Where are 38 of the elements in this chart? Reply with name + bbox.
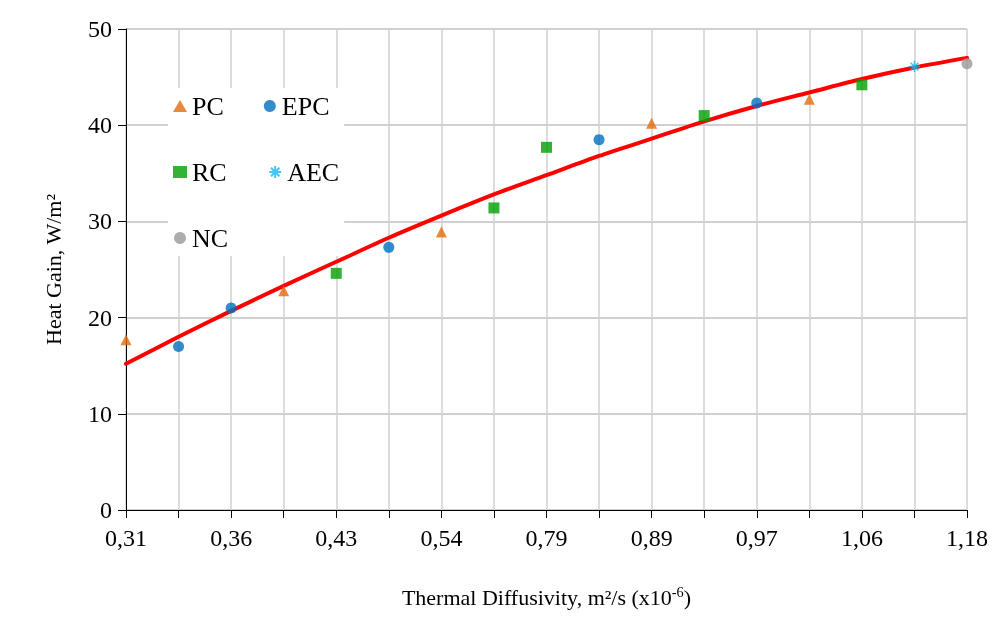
point bbox=[961, 58, 973, 70]
y-axis-title: Heat Gain, W/m² bbox=[40, 193, 66, 345]
x-tick-label: 0,31 bbox=[105, 525, 147, 551]
point bbox=[541, 141, 552, 153]
point bbox=[751, 97, 763, 109]
point bbox=[278, 285, 290, 297]
point bbox=[488, 202, 500, 214]
point bbox=[803, 93, 815, 105]
y-tick-label: 30 bbox=[88, 208, 112, 235]
point bbox=[856, 79, 868, 91]
x-tick-label: 0,54 bbox=[420, 525, 463, 551]
y-tick-label: 50 bbox=[88, 16, 112, 42]
legend-label: AEC bbox=[287, 157, 340, 187]
x-tick-label: 1,06 bbox=[840, 525, 883, 551]
y-tick-label: 10 bbox=[88, 400, 112, 427]
point bbox=[908, 60, 921, 73]
legend-label: RC bbox=[192, 157, 227, 187]
x-tick-label: 0,89 bbox=[630, 525, 673, 551]
x-tick-label: 0,97 bbox=[735, 525, 778, 551]
point bbox=[330, 267, 342, 279]
point bbox=[435, 226, 447, 238]
legend-label: NC bbox=[192, 223, 229, 253]
legend-label: PC bbox=[192, 91, 224, 121]
x-tick-label: 0,36 bbox=[210, 525, 253, 551]
x-tick-label: 0,79 bbox=[525, 525, 568, 551]
y-tick-label: 40 bbox=[88, 112, 112, 139]
point bbox=[383, 241, 395, 253]
point bbox=[698, 110, 710, 122]
y-tick-label: 20 bbox=[88, 304, 112, 331]
x-tick-label: 1,18 bbox=[946, 525, 988, 551]
legend-label: EPC bbox=[281, 91, 330, 121]
point bbox=[173, 340, 185, 352]
point bbox=[593, 134, 605, 146]
point bbox=[646, 117, 658, 129]
y-tick-label: 0 bbox=[100, 497, 112, 523]
x-tick-label: 0,43 bbox=[315, 525, 358, 551]
point bbox=[225, 302, 237, 314]
point bbox=[120, 334, 132, 346]
